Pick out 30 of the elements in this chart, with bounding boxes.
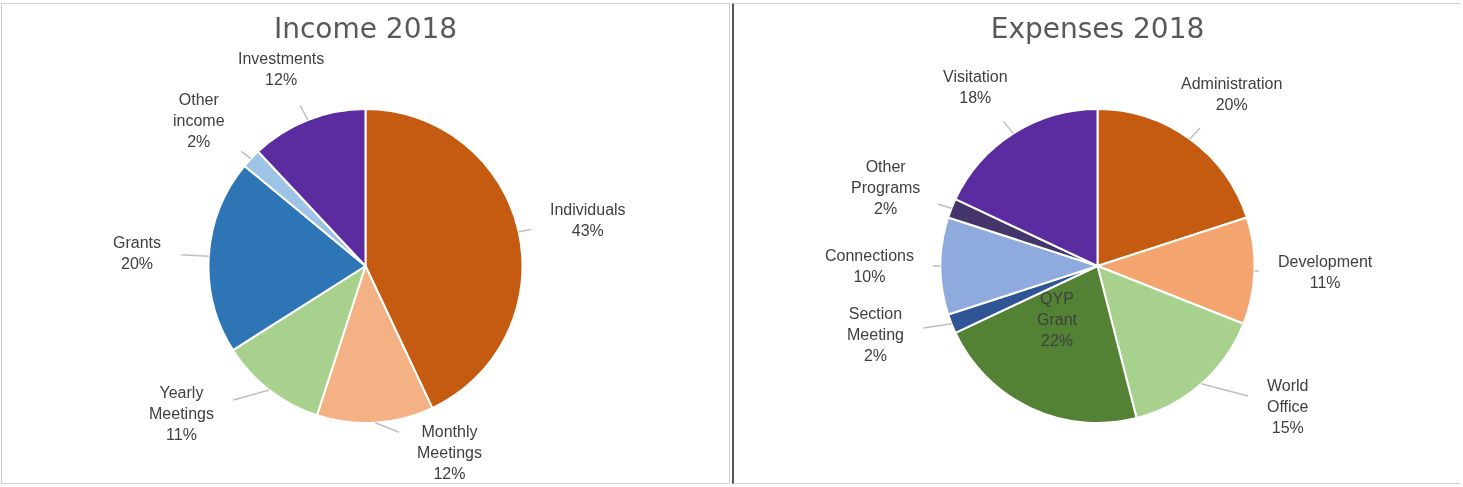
data-label: 11% bbox=[166, 425, 197, 443]
data-label: 43% bbox=[571, 221, 604, 239]
slice-label: Visitation bbox=[943, 68, 1008, 85]
chart-title: Income 2018 bbox=[273, 11, 458, 45]
data-label: 12% bbox=[433, 464, 466, 482]
data-label: 20% bbox=[1215, 95, 1248, 113]
data-label: 2% bbox=[187, 132, 211, 150]
data-label: 11% bbox=[1309, 273, 1341, 291]
data-label: 10% bbox=[853, 267, 886, 285]
data-label: 12% bbox=[265, 70, 298, 88]
data-label: 2% bbox=[863, 346, 888, 364]
data-label: 20% bbox=[120, 254, 154, 272]
slice-label: Section Meeting bbox=[847, 305, 904, 343]
data-label: 15% bbox=[1271, 418, 1304, 436]
slice-label: Other income bbox=[173, 91, 225, 129]
slice-label: Connections bbox=[825, 247, 914, 264]
data-label: 2% bbox=[874, 199, 898, 217]
data-label: 22% bbox=[1040, 331, 1074, 349]
slice-label: Other Programs bbox=[851, 158, 921, 196]
slice-label: Grants bbox=[113, 234, 162, 251]
slice-label: World Office bbox=[1267, 377, 1309, 415]
slice-label: Investments bbox=[238, 50, 325, 67]
slice-label: Yearly Meetings bbox=[149, 384, 214, 422]
slice-label: Individuals bbox=[550, 201, 626, 218]
slice-label: Administration bbox=[1181, 75, 1283, 92]
data-label: 18% bbox=[959, 88, 992, 106]
chart-title: Expenses 2018 bbox=[990, 11, 1205, 45]
slice-label: Monthly Meetings bbox=[417, 423, 482, 461]
slice-label: Development bbox=[1278, 253, 1373, 270]
slice-label: QYP Grant bbox=[1037, 290, 1078, 328]
